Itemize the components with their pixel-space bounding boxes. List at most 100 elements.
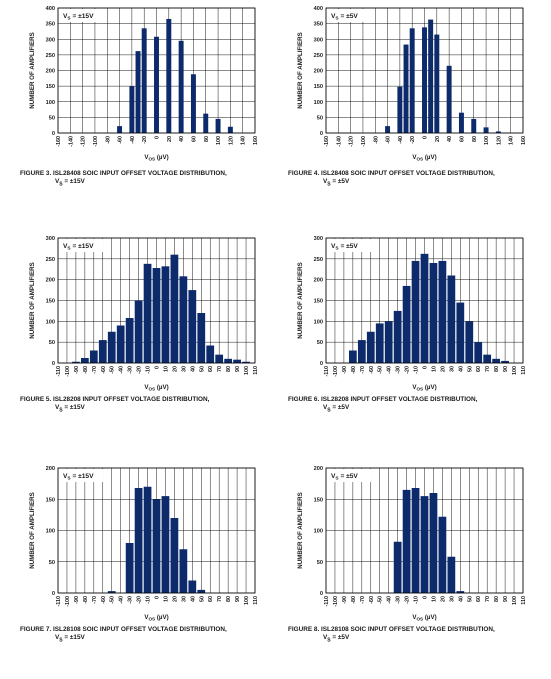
x-tick-label: -30 <box>128 596 134 604</box>
y-tick-label: 100 <box>314 529 323 535</box>
y-tick-label: 100 <box>46 529 55 535</box>
y-tick-label: 100 <box>314 100 323 106</box>
bar <box>447 556 456 593</box>
x-tick-label: 40 <box>179 136 185 142</box>
x-tick-label: 70 <box>217 596 223 602</box>
bar <box>429 263 438 363</box>
x-tick-label: -10 <box>146 596 152 604</box>
bar <box>411 488 420 593</box>
x-tick-label: 0 <box>423 366 429 369</box>
x-tick-label: -110 <box>56 366 62 377</box>
bar <box>233 359 241 363</box>
plot-frame <box>325 7 524 134</box>
x-tick-label: 80 <box>494 366 500 372</box>
bar <box>403 44 409 133</box>
x-tick-label: -100 <box>93 136 99 147</box>
x-tick-label: 20 <box>172 596 178 602</box>
y-tick-label: 0 <box>320 591 323 597</box>
bar <box>135 51 141 133</box>
condition-label-bg <box>59 239 103 252</box>
bar <box>166 18 172 133</box>
x-tick-label: 10 <box>163 366 169 372</box>
x-tick-label: -140 <box>68 136 74 147</box>
x-tick-label: -80 <box>105 136 111 144</box>
y-tick-label: 200 <box>314 69 323 75</box>
y-tick-label: 50 <box>49 115 55 121</box>
x-tick-label: 160 <box>253 136 259 145</box>
x-tick-label: 80 <box>204 136 210 142</box>
x-tick-label: 60 <box>476 366 482 372</box>
x-tick-label: -60 <box>101 596 107 604</box>
x-tick-label: -110 <box>324 596 330 607</box>
x-tick-label: 80 <box>226 596 232 602</box>
condition-label: VS = ±15V <box>63 473 94 482</box>
bar <box>80 358 89 363</box>
y-tick-label: 200 <box>46 69 55 75</box>
x-tick-label: 30 <box>181 366 187 372</box>
figure-caption-fig8: FIGURE 8. ISL28108 SOIC INPUT OFFSET VOL… <box>288 626 495 644</box>
chart-panel-fig8: 0 50 100 150 200 -110 -100 -90 -80 -70 -60 -50 -40 -3… <box>286 464 551 679</box>
y-tick-label: 0 <box>320 131 323 137</box>
x-tick-label: 20 <box>167 136 173 142</box>
y-tick-label: 250 <box>46 53 55 59</box>
x-tick-label: -40 <box>119 596 125 604</box>
bar <box>385 126 391 133</box>
x-tick-label: -120 <box>81 136 87 147</box>
bar <box>203 113 209 133</box>
y-tick-label: 50 <box>49 560 55 566</box>
x-tick-label: -60 <box>386 136 392 144</box>
x-tick-label: -20 <box>137 366 143 374</box>
y-tick-label: 250 <box>314 257 323 263</box>
x-axis-label: VOS (µV) <box>412 384 436 392</box>
y-tick-label: 400 <box>314 6 323 12</box>
x-tick-label: 100 <box>512 596 518 605</box>
x-tick-label: 30 <box>181 596 187 602</box>
bar <box>179 276 188 363</box>
x-tick-label: 40 <box>458 366 464 372</box>
x-tick-label: 60 <box>208 366 214 372</box>
bar <box>161 496 170 593</box>
x-tick-label: -90 <box>342 596 348 604</box>
bar <box>397 86 403 133</box>
x-tick-label: -90 <box>342 366 348 374</box>
bar <box>402 489 411 593</box>
y-tick-label: 300 <box>46 236 55 242</box>
x-tick-label: -100 <box>333 366 339 377</box>
x-tick-label: -50 <box>110 366 116 374</box>
y-tick-label: 50 <box>317 560 323 566</box>
bar <box>420 253 429 363</box>
y-tick-label: 150 <box>314 299 323 305</box>
figure-caption-fig5: FIGURE 5. ISL28208 INPUT OFFSET VOLTAGE … <box>20 396 210 414</box>
figure-caption-fig4: FIGURE 4. ISL28408 SOIC INPUT OFFSET VOL… <box>288 170 495 188</box>
bar <box>366 331 375 363</box>
bar <box>471 118 477 133</box>
x-tick-label: 90 <box>235 596 241 602</box>
bar <box>190 74 196 133</box>
figure-caption-fig6: FIGURE 6. ISL28208 INPUT OFFSET VOLTAGE … <box>288 396 478 414</box>
x-tick-label: 40 <box>447 136 453 142</box>
y-tick-label: 350 <box>314 22 323 28</box>
plot-frame <box>57 237 256 364</box>
bar <box>409 28 415 133</box>
condition-label: VS = ±15V <box>63 243 94 252</box>
bar <box>474 342 483 363</box>
x-tick-label: -50 <box>378 366 384 374</box>
x-tick-label: -70 <box>360 596 366 604</box>
x-tick-label: -110 <box>324 366 330 377</box>
x-tick-label: 140 <box>241 136 247 145</box>
x-tick-label: 80 <box>472 136 478 142</box>
bar <box>422 27 427 133</box>
bar <box>72 361 80 363</box>
bar <box>197 589 206 593</box>
plot-frame <box>325 467 524 594</box>
x-tick-label: -80 <box>351 596 357 604</box>
plot-frame <box>57 7 256 134</box>
x-tick-label: 90 <box>503 596 509 602</box>
condition-label: VS = ±5V <box>331 13 358 22</box>
x-tick-label: -20 <box>405 366 411 374</box>
y-tick-label: 250 <box>314 53 323 59</box>
y-axis-label: NUMBER OF AMPLIFIERS <box>297 492 304 568</box>
